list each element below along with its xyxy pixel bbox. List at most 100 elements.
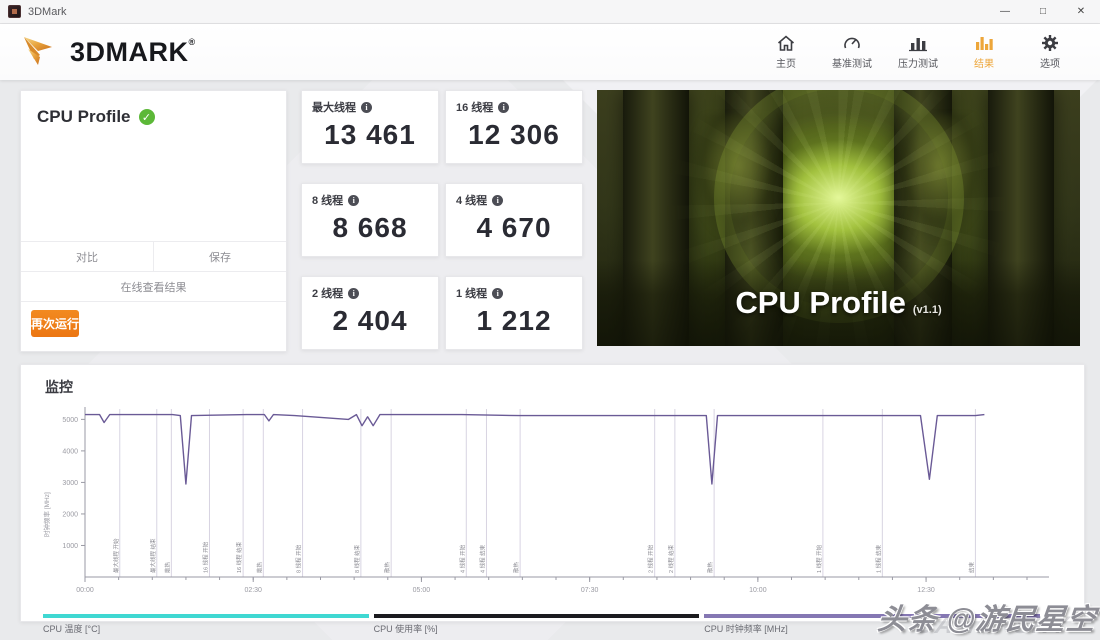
hero-title: CPU Profile (735, 285, 906, 320)
benchmark-hero-image: CPU Profile (v1.1) (597, 90, 1080, 346)
legend-label: CPU 使用率 [%] (373, 624, 438, 634)
info-icon[interactable]: i (348, 194, 360, 206)
histogram-icon (976, 37, 993, 50)
legend-item-1: CPU 使用率 [%] (373, 614, 700, 635)
3dmark-logo: 3DMARK® (22, 35, 196, 69)
event-marker-label: 16 线程 开始 (201, 541, 209, 573)
info-icon[interactable]: i (348, 287, 360, 299)
event-marker-label: 2 线程 结束 (667, 544, 675, 573)
event-marker-label: 散热 (706, 561, 714, 573)
legend-color-bar (373, 614, 700, 618)
event-marker-label: 16 线程 结束 (235, 541, 243, 573)
title-bar: 3DMark — □ ✕ (0, 0, 1100, 24)
score-label: 8 线程 (312, 195, 344, 207)
nav-item-4[interactable]: 选项 (1022, 34, 1078, 70)
score-label: 最大线程 (312, 102, 356, 114)
chart-legend: CPU 温度 [°C] CPU 使用率 [%] CPU 时钟频率 [MHz] (43, 614, 1040, 635)
y-tick-label: 3000 (62, 480, 78, 487)
score-value: 1 212 (476, 305, 552, 336)
nav-item-1[interactable]: 基准测试 (824, 34, 880, 70)
nav-label: 基准测试 (832, 59, 872, 70)
event-marker-label: 1 线程 结束 (874, 544, 882, 573)
hero-version: (v1.1) (912, 304, 942, 316)
monitoring-panel: 监控 最大线程 开始 最大线程 结束 散热 16 线程 开始 16 线程 结束 散热 8 线… (20, 364, 1085, 634)
nav-item-2[interactable]: 压力测试 (890, 34, 946, 70)
event-marker-label: 1 线程 开始 (815, 544, 823, 573)
run-again-button[interactable]: 再次运行 (31, 310, 80, 337)
score-label: 2 线程 (312, 288, 344, 300)
score-value: 4 670 (476, 212, 552, 243)
nav-item-0[interactable]: 主页 (758, 34, 814, 70)
event-marker-label: 最大线程 开始 (112, 538, 120, 573)
legend-item-2: CPU 时钟频率 [MHz] (704, 614, 1040, 635)
close-button[interactable]: ✕ (1076, 6, 1086, 17)
score-card-0: 最大线程 i 13 461 (301, 90, 439, 164)
event-marker-label: 散热 (383, 561, 391, 573)
gear-icon (1042, 35, 1058, 51)
score-label: 4 线程 (456, 195, 488, 207)
score-value: 8 668 (332, 212, 408, 243)
main-nav: 主页 基准测试 压力测试 结果 选项 (758, 34, 1078, 70)
check-badge-icon: ✓ (138, 109, 155, 125)
x-tick-label: 00:00 (76, 587, 94, 594)
main-content: CPU Profile ✓ 对比 保存 在线查看结果 再次运行 最大线程 i 13 … (0, 80, 1100, 634)
event-marker-label: 4 线程 开始 (458, 544, 466, 573)
barchart-icon (909, 38, 927, 52)
monitoring-title: 监控 (45, 379, 73, 395)
info-icon[interactable]: i (498, 101, 510, 113)
event-marker-label: 最大线程 结束 (149, 538, 157, 573)
score-card-5: 1 线程 i 1 212 (445, 276, 583, 350)
event-marker-label: 散热 (255, 561, 263, 573)
event-marker-label: 4 线程 结束 (478, 544, 486, 573)
event-marker-label: 散热 (512, 561, 520, 573)
y-tick-label: 2000 (62, 511, 78, 518)
app-icon (8, 5, 21, 18)
score-value: 13 461 (324, 119, 416, 150)
maximize-button[interactable]: □ (1039, 6, 1047, 17)
score-label: 16 线程 (456, 102, 494, 114)
hero-caption: CPU Profile (v1.1) (597, 260, 1080, 346)
minimize-button[interactable]: — (1000, 6, 1010, 17)
test-title: CPU Profile (37, 107, 131, 126)
save-button[interactable]: 保存 (154, 242, 286, 271)
legend-color-bar (43, 614, 369, 618)
score-card-2: 8 线程 i 8 668 (301, 183, 439, 257)
info-icon[interactable]: i (492, 287, 504, 299)
app-header: 3DMARK® 主页 基准测试 压力测试 结果 选项 (0, 24, 1100, 80)
x-tick-label: 02:30 (244, 587, 262, 594)
view-online-button[interactable]: 在线查看结果 (21, 272, 286, 301)
x-tick-label: 07:30 (581, 587, 599, 594)
event-marker-label: 散热 (163, 561, 171, 573)
monitoring-chart: 最大线程 开始 最大线程 结束 散热 16 线程 开始 16 线程 结束 散热 8 线程 开… (37, 399, 1068, 612)
y-tick-label: 4000 (62, 448, 78, 455)
nav-label: 选项 (1040, 59, 1060, 70)
legend-item-0: CPU 温度 [°C] (43, 614, 369, 635)
x-tick-label: 10:00 (749, 587, 767, 594)
watermark: 头条 @游民星空 (875, 604, 1098, 636)
event-marker-label: 8 线程 结束 (353, 544, 361, 573)
score-value: 2 404 (332, 305, 408, 336)
window-title: 3DMark (28, 5, 67, 18)
info-icon[interactable]: i (361, 101, 372, 113)
registered-mark: ® (188, 36, 196, 47)
x-tick-label: 05:00 (413, 587, 431, 594)
score-label: 1 线程 (456, 288, 488, 300)
info-icon[interactable]: i (492, 194, 504, 206)
y-tick-label: 5000 (62, 417, 78, 424)
home-icon (777, 35, 795, 51)
y-tick-label: 1000 (62, 543, 78, 550)
legend-label: CPU 时钟频率 [MHz] (704, 624, 788, 634)
logo-text: 3DMARK® (70, 36, 196, 67)
legend-color-bar (704, 614, 1040, 618)
3dmark-logo-icon (24, 37, 52, 65)
clock-frequency-line (85, 413, 985, 485)
score-value: 12 306 (468, 119, 560, 150)
score-card-4: 2 线程 i 2 404 (301, 276, 439, 350)
monitoring-chart-svg: 最大线程 开始 最大线程 结束 散热 16 线程 开始 16 线程 结束 散热 8 线程 开… (42, 407, 1049, 594)
event-marker-label: 8 线程 开始 (295, 544, 303, 573)
test-info-panel: CPU Profile ✓ 对比 保存 在线查看结果 再次运行 (20, 90, 287, 352)
nav-item-3[interactable]: 结果 (956, 34, 1012, 70)
event-marker-label: 2 线程 开始 (647, 544, 655, 573)
nav-label: 主页 (776, 59, 796, 70)
compare-button[interactable]: 对比 (21, 242, 153, 271)
